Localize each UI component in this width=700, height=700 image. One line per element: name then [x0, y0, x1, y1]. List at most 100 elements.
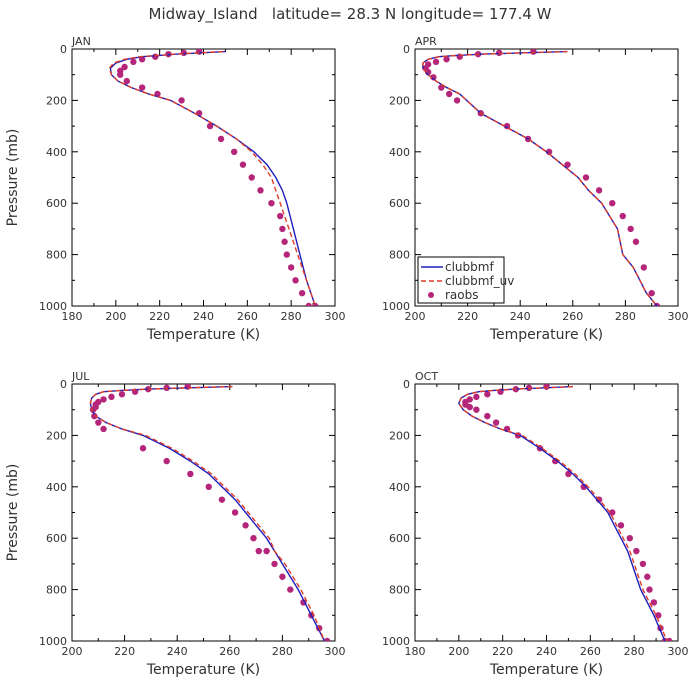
y-tick-label-jul: 200 [46, 429, 67, 442]
legend-label-clubbmf: clubbmf [445, 260, 494, 274]
data-point-raobs [495, 49, 503, 57]
y-tick-label-apr: 200 [389, 94, 410, 107]
data-point-raobs [639, 560, 647, 568]
data-point-raobs [287, 264, 295, 271]
data-point-raobs [466, 403, 473, 411]
y-tick-label-oct: 600 [389, 532, 410, 545]
y-tick-label-apr: 400 [389, 146, 410, 159]
data-point-raobs [206, 122, 214, 130]
data-point-raobs [271, 560, 278, 568]
data-point-raobs [650, 599, 658, 606]
y-tick-label-oct: 400 [389, 481, 410, 494]
series-line-clubbmf [89, 385, 326, 641]
data-layer-oct [458, 384, 673, 641]
data-point-raobs [473, 393, 480, 401]
legend-marker-raobs [428, 292, 434, 298]
data-point-raobs [152, 53, 159, 60]
data-point-raobs [123, 77, 130, 85]
x-axis-label-oct: Temperature (K) [489, 662, 603, 678]
data-point-raobs [195, 49, 203, 55]
panels: JAN 180 200 220 240 260 280 300 0 200 400 600 800 100… [5, 35, 689, 678]
data-point-raobs [492, 419, 500, 426]
data-point-raobs [281, 238, 288, 245]
x-tick-label-jan: 300 [325, 310, 346, 323]
data-point-raobs [100, 425, 107, 433]
panel-title-jul: JUL [71, 370, 90, 383]
x-tick-label-jan: 260 [237, 310, 258, 323]
data-point-raobs [633, 547, 640, 555]
series-line-clubbmf-uv [422, 50, 658, 306]
x-tick-label-jan: 180 [62, 310, 83, 323]
x-tick-label-jul: 260 [219, 645, 240, 658]
x-tick-label-jan: 280 [281, 310, 302, 323]
data-point-raobs [91, 412, 98, 420]
data-point-raobs [484, 412, 491, 420]
panel-title-apr: APR [415, 35, 437, 48]
data-point-raobs [230, 148, 238, 155]
x-tick-label-oct: 280 [624, 645, 645, 658]
panel-title-oct: OCT [415, 370, 438, 383]
series-line-clubbmf-uv [108, 50, 316, 306]
y-tick-label-jul: 800 [46, 584, 67, 597]
data-point-raobs [632, 238, 640, 245]
data-point-raobs [445, 90, 453, 98]
data-point-raobs [292, 277, 299, 284]
data-point-raobs [117, 71, 124, 78]
data-point-raobs [283, 251, 290, 258]
x-tick-label-jan: 200 [105, 310, 126, 323]
data-point-raobs [248, 174, 255, 181]
legend-label-clubbmf-uv: clubbmf_uv [445, 274, 514, 288]
x-axis-label-jul: Temperature (K) [146, 662, 260, 678]
data-point-raobs [287, 586, 294, 593]
data-point-raobs [609, 200, 616, 207]
y-tick-label-jan: 0 [60, 43, 67, 56]
x-tick-label-jul: 220 [114, 645, 135, 658]
x-tick-label-apr: 300 [668, 310, 689, 323]
data-point-raobs [121, 63, 128, 71]
x-tick-label-jan: 220 [149, 310, 170, 323]
data-point-raobs [473, 406, 480, 413]
data-point-raobs [277, 212, 284, 220]
data-point-raobs [218, 496, 226, 503]
data-point-raobs [242, 522, 249, 529]
figure-title: Midway_Island latitude= 28.3 N longitude… [149, 5, 552, 24]
data-point-raobs [118, 391, 126, 398]
plot-frame-jul [71, 383, 336, 642]
x-tick-label-oct: 220 [492, 645, 513, 658]
x-tick-label-apr: 260 [562, 310, 583, 323]
data-point-raobs [617, 522, 625, 529]
x-tick-label-jul: 200 [62, 645, 83, 658]
y-tick-label-apr: 800 [389, 249, 410, 262]
data-point-raobs [484, 391, 491, 398]
data-point-raobs [582, 174, 590, 181]
data-point-raobs [655, 612, 662, 619]
data-point-raobs [163, 457, 170, 465]
y-tick-label-oct: 1000 [382, 635, 410, 648]
data-point-raobs [257, 187, 264, 194]
data-point-raobs [627, 225, 634, 233]
y-tick-label-jan: 800 [46, 249, 67, 262]
data-point-raobs [298, 289, 306, 297]
x-tick-label-apr: 280 [615, 310, 636, 323]
data-point-raobs [100, 396, 107, 403]
data-point-raobs [187, 470, 194, 478]
x-tick-label-apr: 200 [405, 310, 426, 323]
x-tick-label-oct: 260 [580, 645, 601, 658]
data-point-raobs [239, 161, 247, 168]
data-point-raobs [443, 56, 450, 63]
series-line-clubbmf [458, 385, 666, 641]
data-point-raobs [108, 393, 115, 401]
data-point-raobs [626, 535, 633, 542]
data-point-raobs [595, 187, 603, 194]
y-tick-label-apr: 600 [389, 197, 410, 210]
panel-jul: JUL 200 220 240 260 280 300 0 200 400 600 800 1000 Te… [5, 370, 346, 678]
legend-label-raobs: raobs [445, 288, 479, 302]
plot-frame-oct [414, 383, 679, 642]
data-point-raobs [646, 586, 653, 593]
y-tick-label-jul: 0 [60, 378, 67, 391]
x-tick-label-oct: 200 [448, 645, 469, 658]
series-line-clubbmf-uv [458, 385, 668, 641]
data-point-raobs [138, 56, 146, 63]
